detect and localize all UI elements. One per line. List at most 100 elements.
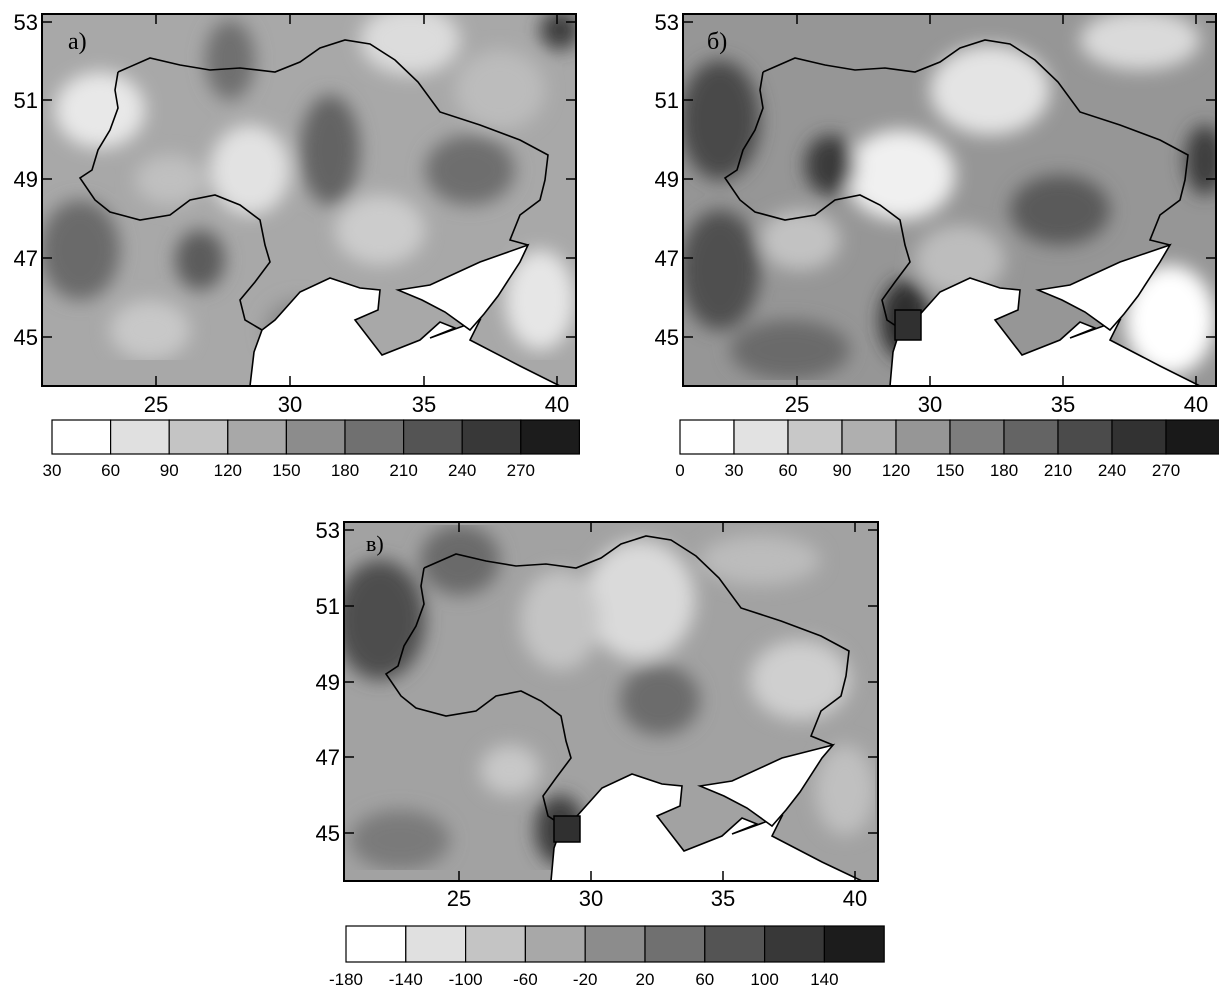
colorbar-label: 60	[101, 461, 120, 480]
y-tick-label: 49	[14, 167, 38, 192]
colorbar-b: 0 30 60 90 120 150 180 210 240 270	[675, 419, 1219, 480]
x-tick-label: 25	[447, 886, 471, 911]
y-tick-label: 51	[655, 88, 679, 113]
azov-sea-b	[1035, 243, 1172, 332]
colorbar-label: 90	[833, 461, 852, 480]
y-tick-label: 45	[316, 821, 340, 846]
x-tick-label: 30	[278, 392, 302, 417]
y-tick-label: 47	[655, 246, 679, 271]
x-tick-label: 30	[579, 886, 603, 911]
colorbar-label: -100	[449, 970, 483, 989]
colorbar-swatch	[733, 419, 789, 455]
colorbar-swatch	[787, 419, 843, 455]
y-tick-label: 53	[655, 10, 679, 35]
colorbar-swatch	[524, 925, 586, 963]
y-tick-label: 45	[14, 325, 38, 350]
colorbar-label: -60	[513, 970, 538, 989]
colorbar-swatch	[949, 419, 1005, 455]
x-tick-label: 30	[918, 392, 942, 417]
colorbar-swatch	[227, 419, 288, 455]
colorbar-swatch	[895, 419, 951, 455]
colorbar-swatch	[285, 419, 346, 455]
azov-sea-c	[697, 743, 836, 828]
colorbar-swatch	[1165, 419, 1219, 455]
colorbar-label: 60	[779, 461, 798, 480]
colorbar-label: 0	[675, 461, 684, 480]
y-tick-label: 53	[316, 518, 340, 543]
azov-sea-a	[395, 243, 530, 332]
colorbar-label: 20	[636, 970, 655, 989]
y-tick-label: 53	[14, 10, 38, 35]
map-panel-b: б) 53 51 49 47 45 25	[655, 10, 1219, 480]
colorbar-swatch	[763, 925, 825, 963]
x-tick-label: 35	[711, 886, 735, 911]
colorbar-swatch	[679, 419, 735, 455]
colorbar-label: 120	[882, 461, 910, 480]
x-tick-label: 35	[1051, 392, 1075, 417]
y-tick-label: 47	[316, 745, 340, 770]
colorbar-swatch	[704, 925, 766, 963]
panel-label-a: а)	[68, 29, 87, 55]
x-axis-b: 25 30 35 40	[785, 14, 1208, 417]
colorbar-label: -140	[389, 970, 423, 989]
colorbar-label: 140	[810, 970, 838, 989]
colorbar-label: 180	[331, 461, 359, 480]
colorbar-swatch	[841, 419, 897, 455]
y-axis-c: 53 51 49 47 45	[316, 518, 878, 846]
contour-field-a	[42, 14, 576, 386]
x-tick-label: 25	[144, 392, 168, 417]
panel-label-c: в)	[366, 531, 384, 556]
contour-field-c	[344, 522, 878, 881]
border-line-b	[723, 39, 1189, 331]
colorbar-swatch	[405, 925, 467, 963]
colorbar-label: 240	[448, 461, 476, 480]
colorbar-label: 150	[936, 461, 964, 480]
colorbar-label: 270	[507, 461, 535, 480]
colorbar-label: 30	[43, 461, 62, 480]
x-tick-label: 40	[843, 886, 867, 911]
x-tick-label: 40	[545, 392, 569, 417]
colorbar-label: 120	[214, 461, 242, 480]
colorbar-label: 180	[990, 461, 1018, 480]
colorbar-label: 210	[1044, 461, 1072, 480]
colorbar-label: 150	[272, 461, 300, 480]
x-axis-a: 25 30 35 40	[144, 14, 569, 417]
y-tick-label: 49	[655, 167, 679, 192]
colorbar-swatch	[168, 419, 229, 455]
x-tick-label: 25	[785, 392, 809, 417]
danube-delta-b	[894, 309, 922, 341]
x-axis-c: 25 30 35 40	[447, 522, 867, 911]
sea-area-a	[249, 277, 561, 386]
colorbar-label: 270	[1152, 461, 1180, 480]
y-tick-label: 49	[316, 670, 340, 695]
sea-area-c	[550, 773, 863, 881]
colorbar-swatch	[584, 925, 646, 963]
contour-field-b	[683, 14, 1216, 386]
colorbar-swatch	[51, 419, 112, 455]
colorbar-swatch	[1003, 419, 1059, 455]
colorbar-c: -180 -140 -100 -60 -20 20 60 100 140	[329, 925, 885, 989]
y-tick-label: 51	[14, 88, 38, 113]
colorbar-label: 30	[725, 461, 744, 480]
colorbar-label: 100	[750, 970, 778, 989]
y-axis-b: 53 51 49 47 45	[655, 10, 1216, 350]
y-tick-label: 51	[316, 594, 340, 619]
colorbar-a: 30 60 90 120 150 180 210 240 270	[43, 419, 580, 480]
colorbar-label: 90	[160, 461, 179, 480]
colorbar-label: 60	[695, 970, 714, 989]
colorbar-label: -20	[573, 970, 598, 989]
x-tick-label: 40	[1184, 392, 1208, 417]
panel-label-b: б)	[707, 29, 727, 55]
y-axis-a: 53 51 49 47 45	[14, 10, 576, 350]
danube-delta-c	[553, 815, 581, 843]
colorbar-swatch	[403, 419, 463, 455]
y-tick-label: 47	[14, 246, 38, 271]
x-tick-label: 35	[412, 392, 436, 417]
colorbar-swatch	[1111, 419, 1167, 455]
colorbar-swatch	[345, 925, 407, 963]
colorbar-swatch	[344, 419, 405, 455]
map-panel-c: в) 53 51 49 47 45 25	[316, 518, 885, 989]
colorbar-label: -180	[329, 970, 363, 989]
y-tick-label: 45	[655, 325, 679, 350]
